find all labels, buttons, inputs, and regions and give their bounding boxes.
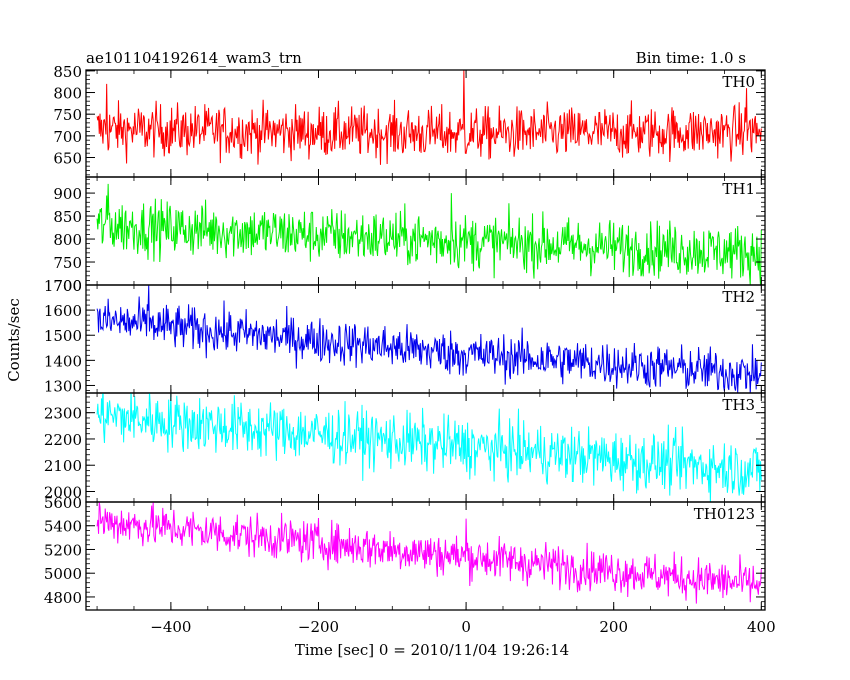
panel-name-label: TH0123: [694, 505, 755, 523]
y-axis-label: Counts/sec: [5, 298, 23, 382]
series-line-th3: [96, 393, 762, 502]
panel-th0: 650 700 750 800 850 TH0: [53, 63, 766, 178]
y-tick-label: 800: [53, 85, 82, 103]
panel-name-label: TH2: [722, 288, 755, 306]
y-tick-label: 5200: [44, 541, 82, 559]
y-tick-label: 4800: [44, 589, 82, 607]
panel-name-label: TH0: [722, 73, 755, 91]
y-tick-label: 2100: [44, 457, 82, 475]
y-tick-label: 1700: [44, 277, 82, 295]
bin-time-label: Bin time: 1.0 s: [636, 49, 746, 67]
y-tick-label: 2300: [44, 405, 82, 423]
panel-name-label: TH3: [722, 396, 755, 414]
file-title: ae101104192614_wam3_trn: [86, 49, 302, 67]
x-tick-label: 0: [461, 618, 471, 636]
panel-th1: 700 750 800 850 900 TH1: [53, 176, 766, 295]
y-tick-label: 1300: [44, 377, 82, 395]
y-tick-label: 1500: [44, 327, 82, 345]
y-tick-label: 850: [53, 63, 82, 81]
x-tick-label: −200: [298, 618, 339, 636]
panel-th2: 1300 1400 1500 1600 1700 TH2: [44, 277, 766, 395]
panel-frame: [85, 501, 766, 611]
y-tick-label: 5000: [44, 565, 82, 583]
y-tick-label: 900: [53, 185, 82, 203]
y-tick-label: 750: [53, 106, 82, 124]
series-line-th2: [96, 285, 762, 393]
y-tick-label: 2200: [44, 431, 82, 449]
y-tick-label: 5400: [44, 518, 82, 536]
y-tick-label: 1600: [44, 302, 82, 320]
y-tick-label: 2000: [44, 483, 82, 501]
y-tick-label: 650: [53, 150, 82, 168]
y-tick-label: 1400: [44, 352, 82, 370]
panel-frame: [85, 176, 766, 286]
x-axis-label: Time [sec] 0 = 2010/11/04 19:26:14: [295, 641, 569, 659]
series-line-th0: [96, 70, 762, 165]
panel-th3: 2000 2100 2200 2300 TH3: [44, 392, 766, 503]
y-tick-label: 700: [53, 128, 82, 146]
panels-group: 650 700 750 800 850 TH0 700 750 800 850 900 TH1 1300…: [44, 63, 776, 636]
y-tick-label: 5600: [44, 494, 82, 512]
y-tick-label: 800: [53, 231, 82, 249]
y-tick-label: 850: [53, 208, 82, 226]
x-tick-label: 200: [599, 618, 628, 636]
panel-frame: [85, 69, 766, 178]
x-tick-label: 400: [747, 618, 776, 636]
panel-name-label: TH1: [722, 180, 755, 198]
y-tick-label: 700: [53, 277, 82, 295]
panel-th0123: 4800 5000 5200 5400 5600 TH0123: [44, 494, 766, 611]
series-line-th1: [96, 183, 762, 285]
x-tick-label: −400: [150, 618, 191, 636]
panel-frame: [85, 284, 766, 394]
y-tick-label: 750: [53, 254, 82, 272]
series-line-th0123: [96, 502, 762, 604]
